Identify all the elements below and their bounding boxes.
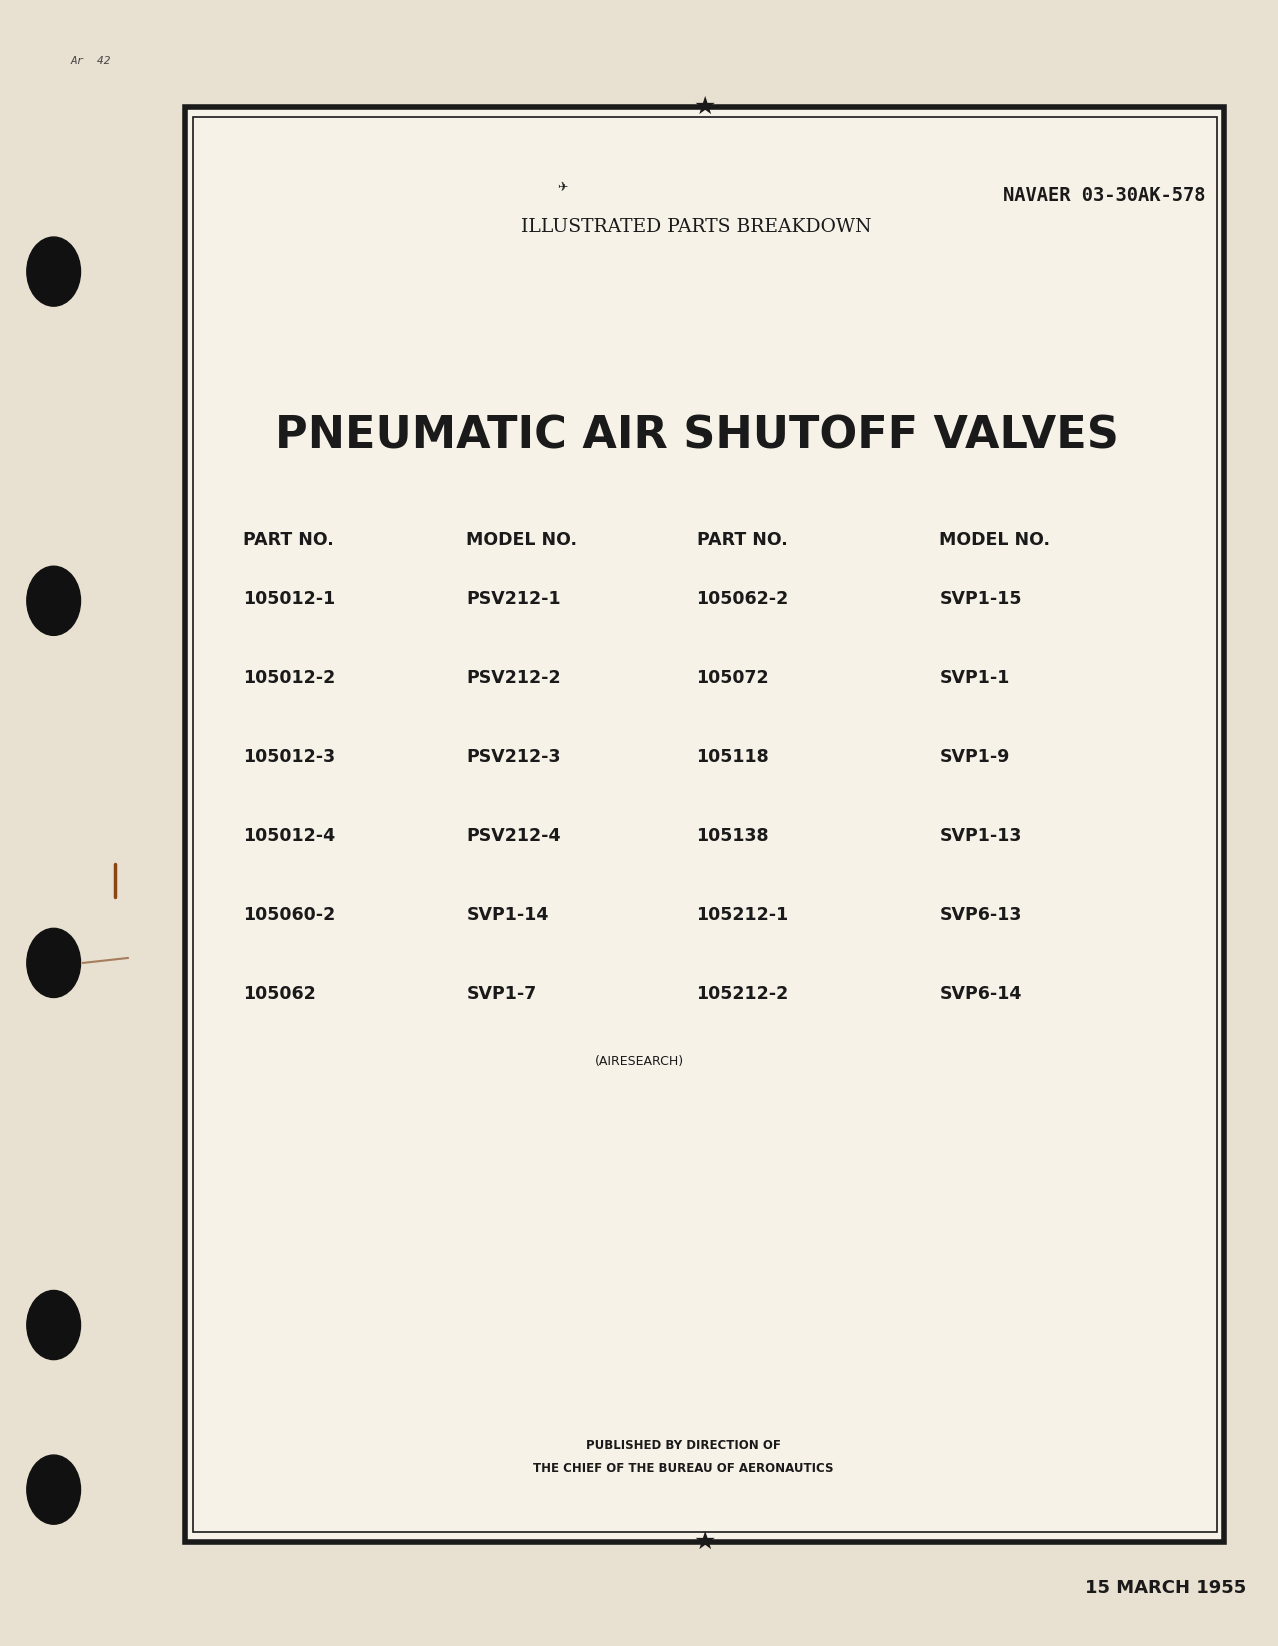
Text: 105012-1: 105012-1 [243,591,335,607]
Text: SVP1-9: SVP1-9 [939,749,1010,765]
Text: PSV212-2: PSV212-2 [466,670,561,686]
Text: PSV212-1: PSV212-1 [466,591,561,607]
Text: SVP1-14: SVP1-14 [466,907,548,923]
Text: Ar  42: Ar 42 [70,56,111,66]
Bar [185,107,1224,1542]
Text: SVP1-13: SVP1-13 [939,828,1021,844]
Text: PSV212-3: PSV212-3 [466,749,561,765]
Text: ★: ★ [694,1531,716,1554]
Text: THE CHIEF OF THE BUREAU OF AERONAUTICS: THE CHIEF OF THE BUREAU OF AERONAUTICS [533,1462,835,1475]
Circle shape [27,1290,81,1360]
Text: SVP6-13: SVP6-13 [939,907,1021,923]
Text: ILLUSTRATED PARTS BREAKDOWN: ILLUSTRATED PARTS BREAKDOWN [521,219,872,235]
Text: MODEL NO.: MODEL NO. [466,532,578,548]
Text: 105062-2: 105062-2 [697,591,789,607]
Text: (AIRESEARCH): (AIRESEARCH) [594,1055,684,1068]
Text: 15 MARCH 1955: 15 MARCH 1955 [1085,1579,1246,1597]
Text: NAVAER 03-30AK-578: NAVAER 03-30AK-578 [1003,186,1205,206]
Text: ★: ★ [694,95,716,119]
Text: SVP1-7: SVP1-7 [466,986,537,1002]
Text: 105012-4: 105012-4 [243,828,335,844]
Text: SVP1-1: SVP1-1 [939,670,1010,686]
Text: 105072: 105072 [697,670,769,686]
Circle shape [27,237,81,306]
Text: PNEUMATIC AIR SHUTOFF VALVES: PNEUMATIC AIR SHUTOFF VALVES [275,415,1118,458]
Text: 105012-3: 105012-3 [243,749,335,765]
Circle shape [27,928,81,997]
Text: PUBLISHED BY DIRECTION OF: PUBLISHED BY DIRECTION OF [587,1439,781,1452]
Text: 105212-2: 105212-2 [697,986,789,1002]
Text: 105118: 105118 [697,749,769,765]
Text: SVP6-14: SVP6-14 [939,986,1021,1002]
Text: MODEL NO.: MODEL NO. [939,532,1051,548]
Text: 105212-1: 105212-1 [697,907,789,923]
Text: PART NO.: PART NO. [697,532,787,548]
Text: PART NO.: PART NO. [243,532,334,548]
Text: ✈: ✈ [557,181,567,194]
Text: 105138: 105138 [697,828,769,844]
Text: SVP1-15: SVP1-15 [939,591,1022,607]
Circle shape [27,566,81,635]
Bar [193,117,1217,1532]
Text: 105060-2: 105060-2 [243,907,335,923]
Text: 105062: 105062 [243,986,316,1002]
Text: PSV212-4: PSV212-4 [466,828,561,844]
Text: 105012-2: 105012-2 [243,670,335,686]
Circle shape [27,1455,81,1524]
